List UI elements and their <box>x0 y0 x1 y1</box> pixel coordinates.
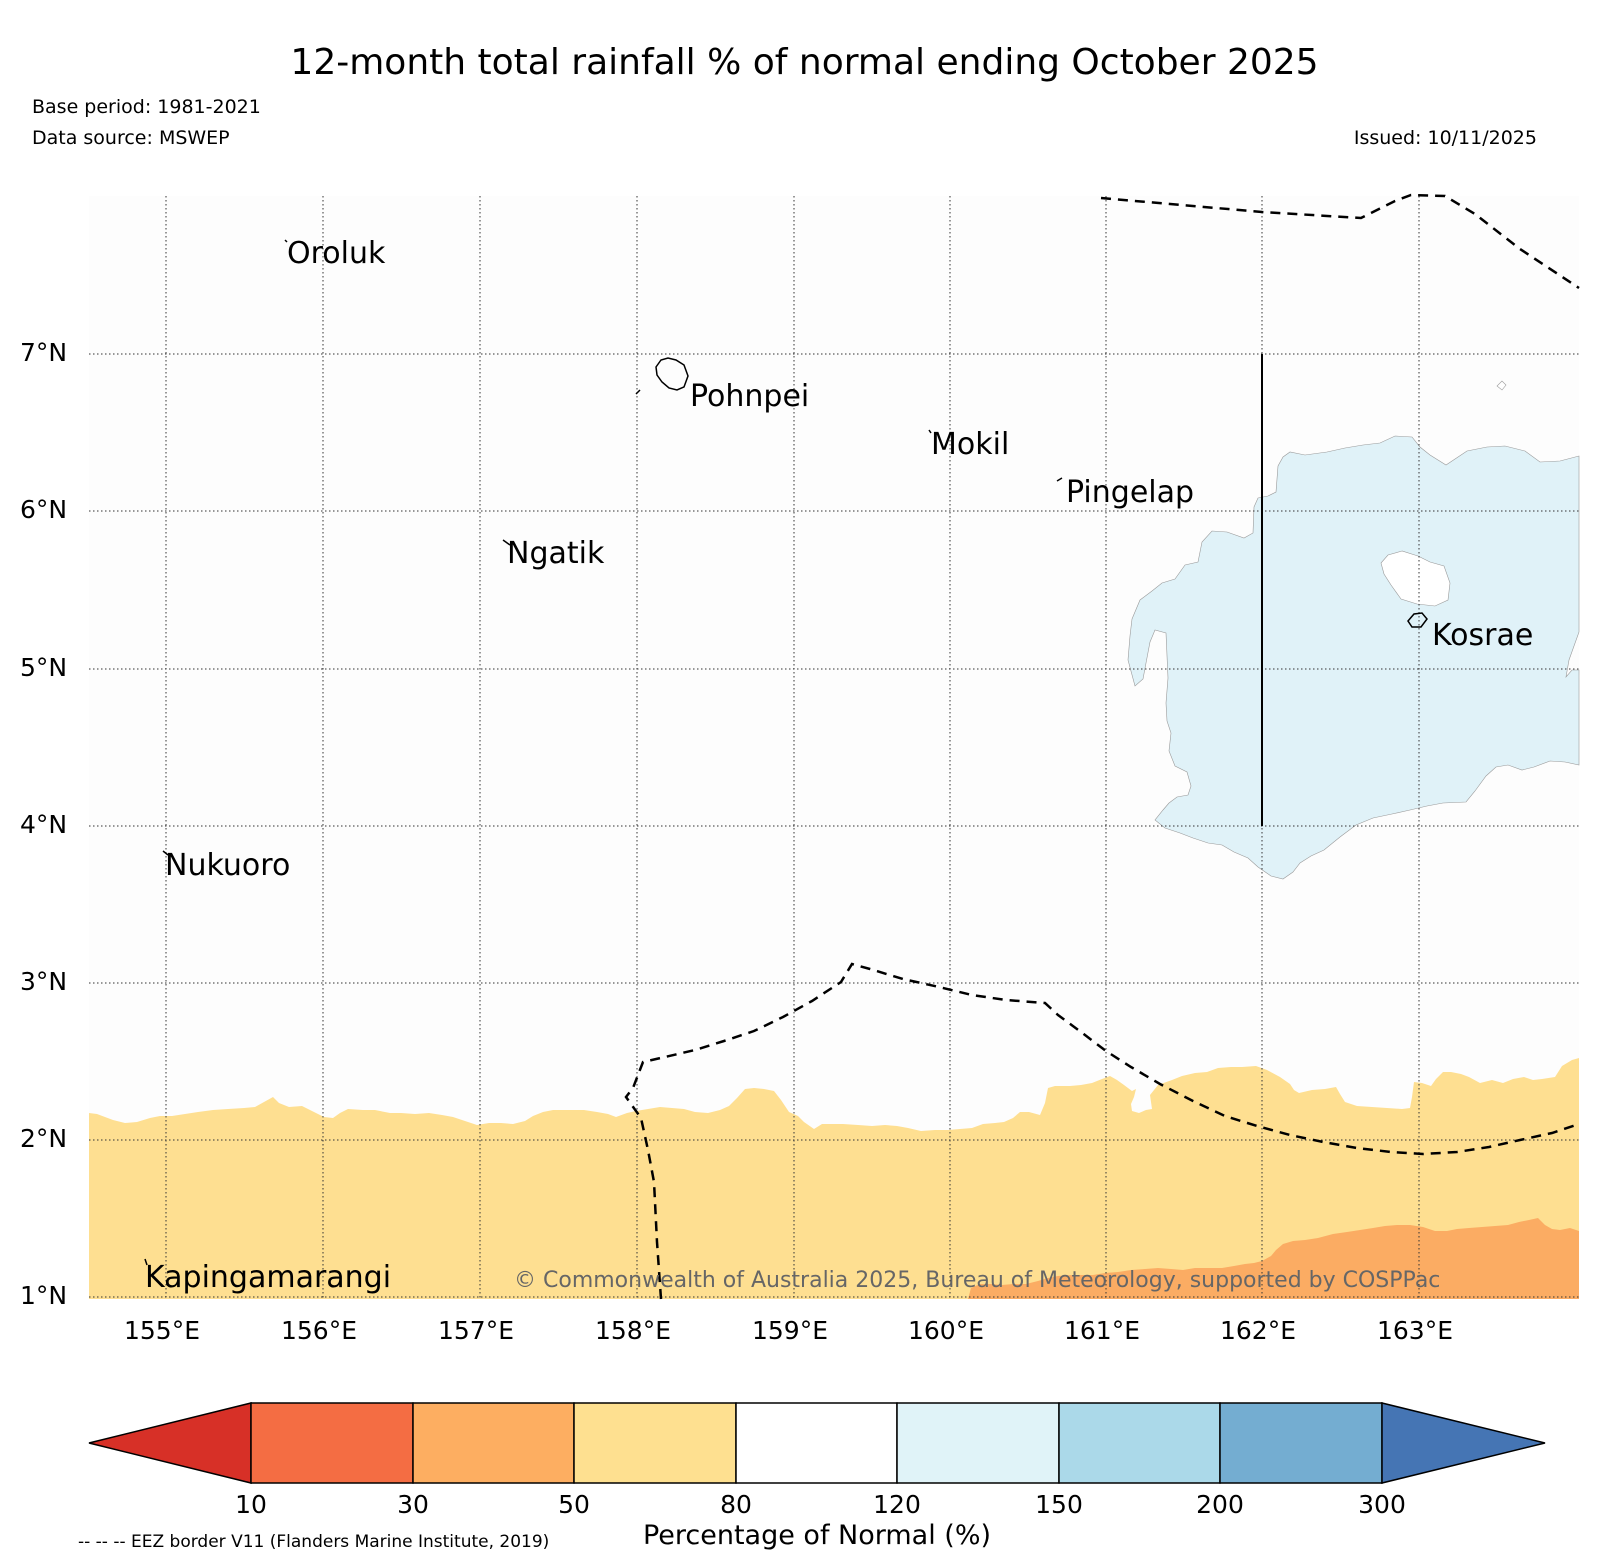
region-120-150-percent <box>1127 435 1580 880</box>
eez-legend-note: -- -- -- EEZ border V11 (Flanders Marine… <box>78 1532 550 1552</box>
colorbar-bin-10-30 <box>250 1402 414 1484</box>
lat-tick-label: 4°N <box>20 810 68 839</box>
colorbar-bin-200-300 <box>1219 1402 1383 1484</box>
place-label-kosrae: Kosrae <box>1432 618 1534 653</box>
colorbar-tick-label: 150 <box>1035 1490 1083 1519</box>
colorbar-label: Percentage of Normal (%) <box>642 1520 992 1551</box>
place-label-pingelap: Pingelap <box>1066 475 1195 510</box>
graticule <box>89 196 1579 1299</box>
place-label-pohnpei: Pohnpei <box>690 379 810 414</box>
lon-tick-label: 159°E <box>752 1316 829 1345</box>
colorbar-bin-80-120 <box>735 1402 898 1484</box>
map-area <box>89 193 1580 1300</box>
place-label-oroluk: Oroluk <box>287 236 386 271</box>
colorbar-bin-120-150 <box>896 1402 1060 1484</box>
copyright-notice: © Commonwealth of Australia 2025, Bureau… <box>514 1268 1441 1293</box>
colorbar-tick-label: 10 <box>235 1490 267 1519</box>
pingelap-island-shape <box>1056 477 1063 482</box>
kapingamarangi-island-shape <box>144 1258 148 1266</box>
colorbar-bin-50-80 <box>573 1402 737 1484</box>
region-80-120-percent-hole <box>1380 550 1451 607</box>
colorbar-tick-label: 50 <box>558 1490 590 1519</box>
lat-tick-label: 6°N <box>20 495 68 524</box>
lon-tick-label: 155°E <box>124 1316 201 1345</box>
kosrae-island-shape <box>1407 612 1428 628</box>
small-islet-shape <box>635 389 641 395</box>
mokil-island-shape <box>928 429 932 434</box>
lon-tick-label: 160°E <box>908 1316 985 1345</box>
colorbar-extend-high <box>1381 1402 1546 1484</box>
lon-tick-label: 158°E <box>595 1316 672 1345</box>
issued-date: Issued: 10/11/2025 <box>1353 127 1537 149</box>
oroluk-island-shape <box>284 239 288 243</box>
lat-tick-label: 7°N <box>20 338 68 367</box>
region-50-80-percent <box>89 1058 1579 1299</box>
place-label-nukuoro: Nukuoro <box>165 848 291 883</box>
region-30-50-percent <box>968 1218 1579 1299</box>
lat-tick-label: 2°N <box>20 1124 68 1153</box>
base-period: Base period: 1981-2021 <box>32 96 261 118</box>
map-title: 12-month total rainfall % of normal endi… <box>290 42 1319 83</box>
lon-tick-label: 157°E <box>438 1316 515 1345</box>
colorbar-bin-30-50 <box>412 1402 575 1484</box>
place-label-ngatik: Ngatik <box>507 536 605 571</box>
lon-tick-label: 163°E <box>1377 1316 1454 1345</box>
place-label-kapingamarangi: Kapingamarangi <box>145 1260 392 1295</box>
islands <box>144 239 1428 1266</box>
lon-tick-label: 156°E <box>281 1316 358 1345</box>
colorbar-tick-label: 120 <box>873 1490 921 1519</box>
lon-tick-label: 161°E <box>1064 1316 1141 1345</box>
eez-border <box>624 193 1580 1300</box>
place-label-mokil: Mokil <box>931 427 1010 462</box>
lat-tick-label: 3°N <box>20 967 68 996</box>
colorbar-tick-label: 80 <box>720 1490 752 1519</box>
colorbar-bin-150-200 <box>1058 1402 1221 1484</box>
colorbar <box>88 1402 1546 1484</box>
colorbar-extend-low <box>88 1402 252 1484</box>
lat-tick-label: 5°N <box>20 653 68 682</box>
colorbar-tick-label: 300 <box>1358 1490 1406 1519</box>
lon-tick-label: 162°E <box>1220 1316 1297 1345</box>
data-source: Data source: MSWEP <box>32 127 230 149</box>
pohnpei-island-shape <box>655 357 689 391</box>
lat-tick-label: 1°N <box>20 1281 68 1310</box>
region-80-120-percent-hole <box>1496 380 1507 391</box>
nukuoro-island-shape <box>162 850 169 856</box>
ngatik-island-shape <box>502 539 511 546</box>
colorbar-tick-label: 200 <box>1196 1490 1244 1519</box>
colorbar-tick-label: 30 <box>397 1490 429 1519</box>
